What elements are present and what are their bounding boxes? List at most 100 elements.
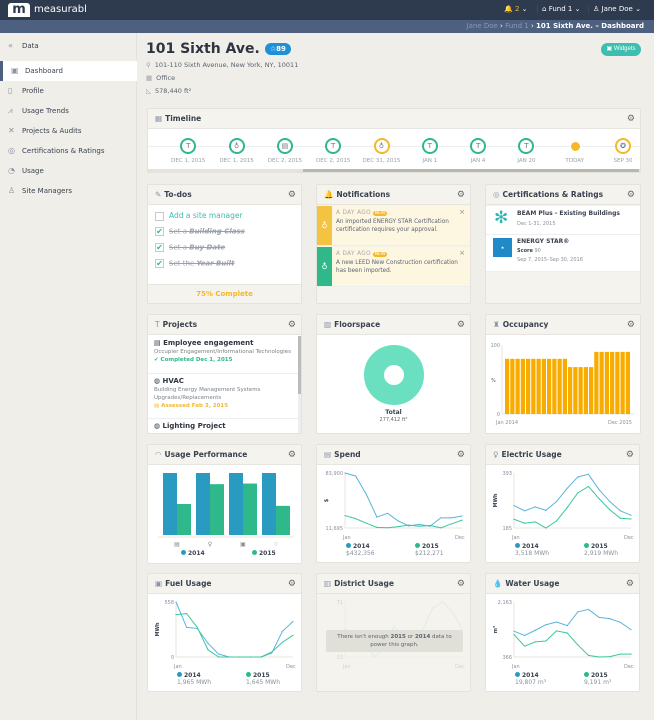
series-line-2014 <box>513 608 632 636</box>
y-tick-label: 558 <box>164 600 174 606</box>
occupancy-bar <box>578 367 583 414</box>
timeline-card: ▦Timeline ⚙ 015 T DEC 1, 2015 ♁ DEC 1, 2015 ▤ D… <box>147 108 641 173</box>
gear-icon[interactable]: ⚙ <box>625 579 634 589</box>
page-title: 101 Sixth Ave. <box>146 41 260 57</box>
widgets-button[interactable]: ▣ Widgets <box>601 43 641 56</box>
electric-card: ♀ Electric Usage ⚙ 393 185 Jan Dec MWh 2014 3,51… <box>485 444 640 563</box>
sidebar-item-dashboard[interactable]: ▣ Dashboard <box>0 61 137 81</box>
data-point <box>451 610 453 612</box>
project-item[interactable]: ◍ Lighting Project <box>154 422 292 431</box>
timeline-label: DEC 2, 2015 <box>316 158 351 164</box>
gear-icon[interactable]: ⚙ <box>626 190 635 200</box>
property-area: ◺ 578,440 ft² <box>146 87 191 95</box>
timeline-event[interactable]: ▤ <box>276 138 293 154</box>
timeline-scrollbar[interactable] <box>148 169 640 172</box>
checkbox[interactable]: ✔ <box>155 243 164 252</box>
donut-slice-total[interactable] <box>364 345 424 405</box>
sidebar-item-label: Profile <box>22 87 44 95</box>
widgets-label: Widgets <box>613 46 636 52</box>
card-title: Certifications & Ratings <box>502 190 604 199</box>
award-icon: ◎ <box>8 146 15 155</box>
gear-icon[interactable]: ⚙ <box>287 450 296 460</box>
gear-icon[interactable]: ⚙ <box>287 320 296 330</box>
checkbox[interactable]: ✔ <box>155 259 164 268</box>
breadcrumb-user[interactable]: Jane Doe <box>466 22 498 30</box>
sidebar-item-usage[interactable]: ◔ Usage <box>0 161 137 181</box>
timeline-event[interactable]: T <box>325 138 342 154</box>
brand-name[interactable]: measurabl <box>34 4 87 15</box>
gear-icon[interactable]: ⚙ <box>287 190 296 200</box>
occupancy-bar <box>552 358 557 414</box>
water-drop-icon: 💧 <box>493 579 503 588</box>
gear-icon[interactable]: ⚙ <box>456 450 465 460</box>
floorplan-icon: ▧ <box>324 320 332 329</box>
fuel-icon: ▣ <box>240 541 246 548</box>
star-icon: ☆ <box>269 45 277 53</box>
notification-item[interactable]: ♁ A DAY AGO NEW A new LEED New Constructio… <box>317 247 470 287</box>
gear-icon[interactable]: ⚙ <box>456 579 465 589</box>
x-tick-label: Dec 2015 <box>608 420 632 426</box>
dashboard-icon: ▣ <box>11 66 19 75</box>
card-header: ✎ To-dos ⚙ <box>148 185 301 205</box>
ribbon-icon: ♁ <box>317 206 332 245</box>
series-line-2015 <box>513 485 632 529</box>
timeline-event[interactable]: T <box>421 138 438 154</box>
gear-icon[interactable]: ⚙ <box>626 114 635 124</box>
todo-item[interactable]: ✔ Set a Building Class <box>155 227 245 236</box>
data-point <box>281 641 283 643</box>
sidebar-back-data[interactable]: « Data <box>0 36 137 56</box>
gear-icon[interactable]: ⚙ <box>626 320 635 330</box>
gear-icon[interactable]: ⚙ <box>456 190 465 200</box>
sidebar-item-usage-trends[interactable]: ⩘ Usage Trends <box>0 101 137 121</box>
sidebar-item-certifications-ratings[interactable]: ◎ Certifications & Ratings <box>0 141 137 161</box>
timeline-event[interactable]: ✪ <box>615 138 631 154</box>
timeline-event[interactable]: T <box>518 138 535 154</box>
notification-item[interactable]: ♁ A DAY AGO NEW An imported ENERGY STAR Ce… <box>317 206 470 246</box>
cert-item[interactable]: ★ ENERGY STAR® Score 90 Sep 7, 2015–Sep … <box>486 235 640 272</box>
cert-item[interactable]: ✻ BEAM Plus - Existing Buildings Dec 1-3… <box>486 206 640 235</box>
score-badge[interactable]: ☆89 <box>264 43 291 55</box>
checkbox[interactable] <box>155 211 164 221</box>
fund-menu[interactable]: ⌂ Fund 1 ⌄ <box>537 5 580 13</box>
user-menu[interactable]: ♙ Jane Doe ⌄ <box>588 5 641 13</box>
project-status: Completed Dec 1, 2015 <box>160 357 233 363</box>
sidebar-item-projects-audits[interactable]: ✕ Projects & Audits <box>0 121 137 141</box>
todo-item[interactable]: Add a site manager <box>155 211 243 221</box>
project-icon: T <box>427 142 432 150</box>
breadcrumb-fund[interactable]: Fund 1 <box>505 22 529 30</box>
today-marker[interactable] <box>570 142 580 151</box>
timeline-event[interactable]: ♁ <box>228 138 245 154</box>
gear-icon[interactable]: ⚙ <box>625 450 634 460</box>
timeline-event[interactable]: T <box>180 138 197 154</box>
todo-item[interactable]: ✔ Set a Buy Date <box>155 243 225 252</box>
bar-2014 <box>163 473 177 535</box>
close-icon[interactable]: × <box>459 208 465 216</box>
y-tick-label: 0 <box>171 655 174 661</box>
project-item[interactable]: ◍ HVAC Building Energy Management Systems… <box>154 377 261 409</box>
data-point <box>630 518 632 520</box>
sidebar-item-site-managers[interactable]: ♙ Site Managers <box>0 181 137 201</box>
card-title: Projects <box>162 320 198 329</box>
project-item[interactable]: ▤ Employee engagement Occupier Engagement… <box>154 339 292 363</box>
timeline-event[interactable]: T <box>470 138 487 154</box>
legend-2015: 2015 1,645 MWh <box>246 672 280 686</box>
close-icon[interactable]: × <box>459 249 465 257</box>
timeline-event[interactable]: ♁ <box>373 138 390 154</box>
projects-scrollbar[interactable] <box>298 336 301 433</box>
data-point <box>418 523 421 525</box>
sidebar-item-profile[interactable]: ▯ Profile <box>0 81 137 101</box>
gear-icon[interactable]: ⚙ <box>287 579 296 589</box>
dot-icon <box>346 543 351 548</box>
todo-item[interactable]: ✔ Set the Year Built <box>155 259 234 268</box>
data-point <box>534 641 536 643</box>
logo[interactable]: m <box>8 3 30 17</box>
notifications-menu[interactable]: 🔔 2 ⌄ <box>504 5 528 13</box>
timeline-label: DEC 31, 2015 <box>362 158 401 164</box>
data-point <box>344 514 346 517</box>
checkbox[interactable]: ✔ <box>155 227 164 236</box>
y-tick-label: 100 <box>490 343 500 349</box>
dot-icon <box>515 543 520 548</box>
msg-text: or <box>405 634 415 640</box>
sidebar-item-label: Certifications & Ratings <box>22 147 105 155</box>
gear-icon[interactable]: ⚙ <box>456 320 465 330</box>
